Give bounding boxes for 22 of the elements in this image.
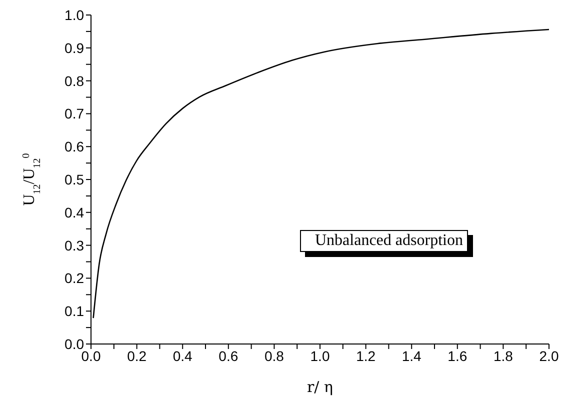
y-tick-label: 1.0 <box>64 6 84 23</box>
y-tick-label: 0.2 <box>64 270 84 286</box>
y-tick-label: 0.8 <box>64 72 84 89</box>
y-tick-label: 0.9 <box>64 40 84 56</box>
x-tick-label: 1.0 <box>310 348 330 364</box>
annotation: Unbalanced adsorption <box>300 230 468 252</box>
y-tick-label: 0.4 <box>64 204 84 220</box>
x-tick-label: 2.0 <box>539 348 559 364</box>
x-tick-label: 0.4 <box>172 348 193 364</box>
x-tick-label: 1.6 <box>448 348 468 364</box>
y-tick-label: 0.5 <box>64 171 84 188</box>
y-tick-label: 0.3 <box>64 237 84 254</box>
x-tick-label: 0.8 <box>264 348 284 364</box>
y-tick-label: 0.6 <box>64 138 84 155</box>
y-tick-label: 0.7 <box>64 106 84 122</box>
x-axis-title: r/ η <box>307 378 333 396</box>
x-tick-label: 1.4 <box>402 348 422 364</box>
x-tick-label: 0.6 <box>218 348 238 364</box>
x-tick-label: 1.8 <box>493 348 514 364</box>
y-tick-label: 0.1 <box>64 303 84 320</box>
x-tick-label: 0.2 <box>127 348 147 364</box>
x-tick-label: 1.2 <box>356 348 376 364</box>
